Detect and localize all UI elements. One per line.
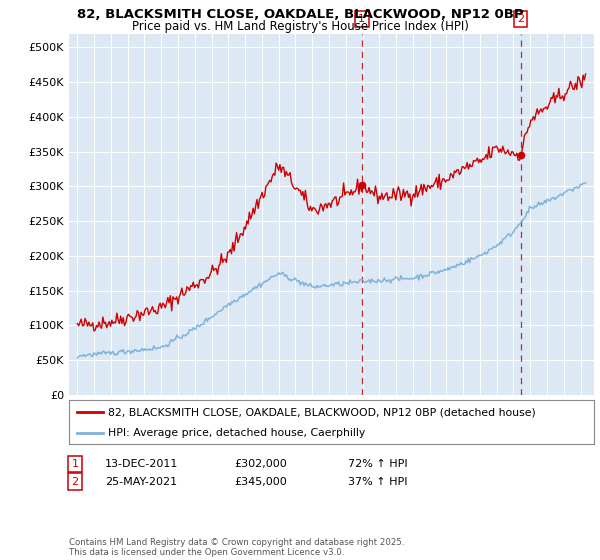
Text: 1: 1 [71, 459, 79, 469]
Text: 1: 1 [358, 14, 365, 24]
Text: 25-MAY-2021: 25-MAY-2021 [105, 477, 177, 487]
Text: Price paid vs. HM Land Registry's House Price Index (HPI): Price paid vs. HM Land Registry's House … [131, 20, 469, 32]
Text: Contains HM Land Registry data © Crown copyright and database right 2025.
This d: Contains HM Land Registry data © Crown c… [69, 538, 404, 557]
Text: 37% ↑ HPI: 37% ↑ HPI [348, 477, 407, 487]
Text: 2: 2 [517, 14, 524, 24]
Text: 82, BLACKSMITH CLOSE, OAKDALE, BLACKWOOD, NP12 0BP (detached house): 82, BLACKSMITH CLOSE, OAKDALE, BLACKWOOD… [109, 407, 536, 417]
Text: HPI: Average price, detached house, Caerphilly: HPI: Average price, detached house, Caer… [109, 428, 365, 437]
Text: £302,000: £302,000 [234, 459, 287, 469]
Text: 82, BLACKSMITH CLOSE, OAKDALE, BLACKWOOD, NP12 0BP: 82, BLACKSMITH CLOSE, OAKDALE, BLACKWOOD… [77, 8, 523, 21]
Text: 72% ↑ HPI: 72% ↑ HPI [348, 459, 407, 469]
Text: £345,000: £345,000 [234, 477, 287, 487]
Text: 13-DEC-2011: 13-DEC-2011 [105, 459, 178, 469]
Text: 2: 2 [71, 477, 79, 487]
